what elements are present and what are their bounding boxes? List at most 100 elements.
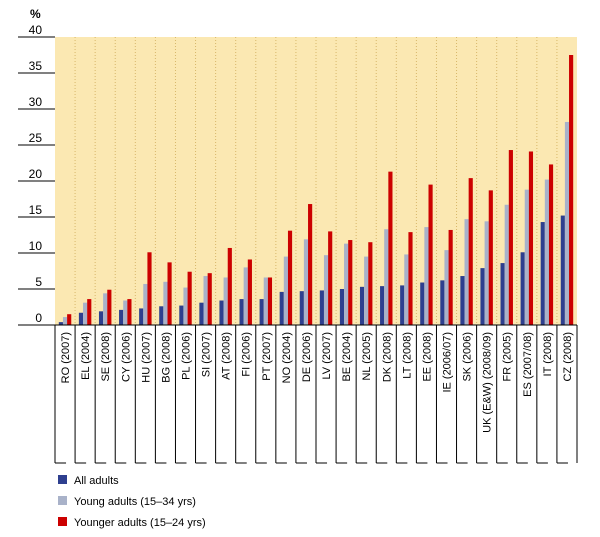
bar-younger-adults bbox=[147, 252, 152, 325]
x-category-label: UK (E&W) (2008/09) bbox=[482, 332, 494, 433]
legend-label: All adults bbox=[74, 475, 119, 487]
bar-all-adults bbox=[319, 290, 324, 325]
x-category-label: FR (2005) bbox=[502, 332, 514, 382]
y-tick-label: 30 bbox=[29, 95, 43, 109]
x-category-label: CZ (2008) bbox=[562, 332, 574, 382]
bar-all-adults bbox=[480, 268, 485, 325]
bar-young-adults bbox=[143, 283, 148, 325]
bar-younger-adults bbox=[448, 229, 453, 325]
bar-all-adults bbox=[58, 322, 63, 325]
bar-all-adults bbox=[98, 311, 104, 325]
bar-younger-adults bbox=[468, 178, 473, 325]
bar-younger-adults bbox=[167, 262, 172, 325]
bar-younger-adults bbox=[348, 240, 353, 325]
x-category-label: BG (2008) bbox=[160, 332, 172, 383]
bar-all-adults bbox=[359, 286, 365, 325]
y-tick-label: 5 bbox=[35, 275, 42, 289]
bar-young-adults bbox=[444, 250, 449, 325]
bar-young-adults bbox=[243, 267, 248, 325]
legend-swatch bbox=[58, 517, 67, 526]
x-category-label: PL (2006) bbox=[181, 332, 193, 380]
legend-label: Younger adults (15–24 yrs) bbox=[74, 517, 206, 529]
x-category-label: EE (2008) bbox=[421, 332, 433, 382]
x-category-label: SK (2006) bbox=[462, 332, 474, 382]
bar-all-adults bbox=[520, 252, 525, 325]
bar-younger-adults bbox=[548, 164, 554, 325]
bar-young-adults bbox=[564, 121, 570, 326]
bar-younger-adults bbox=[127, 299, 132, 325]
x-category-label: IE (2006/07) bbox=[442, 332, 454, 393]
bar-younger-adults bbox=[187, 271, 192, 325]
y-tick-label: 40 bbox=[29, 23, 43, 37]
legend-label: Young adults (15–34 yrs) bbox=[74, 496, 196, 508]
bar-young-adults bbox=[384, 229, 389, 325]
legend-swatch bbox=[58, 496, 67, 505]
y-tick-label: 20 bbox=[29, 167, 43, 181]
bar-younger-adults bbox=[388, 171, 393, 325]
x-axis: RO (2007) EL (2004) SE (2008) CY (2006) HU (… bbox=[54, 324, 578, 464]
x-category-label: HU (2007) bbox=[140, 332, 152, 383]
bar-young-adults bbox=[504, 204, 509, 325]
bar-young-adults bbox=[163, 281, 168, 325]
bar-all-adults bbox=[239, 299, 244, 325]
bar-all-adults bbox=[420, 282, 425, 325]
bar-young-adults bbox=[344, 243, 349, 325]
bar-young-adults bbox=[62, 317, 68, 325]
bar-all-adults bbox=[259, 299, 264, 325]
y-tick-label: 10 bbox=[29, 239, 43, 253]
bar-all-adults bbox=[400, 285, 405, 325]
bar-all-adults bbox=[179, 305, 184, 325]
y-axis-unit-label: % bbox=[30, 7, 41, 21]
x-category-label: AT (2008) bbox=[221, 332, 233, 380]
bar-younger-adults bbox=[227, 247, 232, 325]
legend-swatch bbox=[58, 475, 67, 484]
bar-all-adults bbox=[78, 312, 84, 325]
bar-younger-adults bbox=[308, 204, 313, 325]
bar-young-adults bbox=[524, 189, 529, 325]
bar-all-adults bbox=[460, 276, 465, 325]
bar-younger-adults bbox=[428, 184, 433, 325]
bar-all-adults bbox=[299, 291, 304, 325]
x-category-label: IT (2008) bbox=[542, 332, 554, 376]
bar-younger-adults bbox=[107, 289, 112, 325]
y-tick-label: 35 bbox=[29, 59, 43, 73]
x-category-label: RO (2007) bbox=[60, 332, 72, 383]
bar-all-adults bbox=[219, 300, 224, 325]
bar-younger-adults bbox=[328, 231, 333, 325]
bar-all-adults bbox=[560, 215, 565, 325]
bar-younger-adults bbox=[87, 299, 92, 325]
y-tick-label: 0 bbox=[35, 311, 42, 325]
bar-all-adults bbox=[279, 291, 284, 325]
bar-young-adults bbox=[103, 293, 108, 325]
x-category-label: NL (2005) bbox=[361, 332, 373, 381]
bar-younger-adults bbox=[368, 242, 373, 325]
x-category-label: CY (2006) bbox=[120, 332, 132, 382]
bar-younger-adults bbox=[528, 151, 534, 325]
bar-all-adults bbox=[119, 309, 124, 325]
bar-young-adults bbox=[303, 239, 309, 325]
y-tick-label: 15 bbox=[29, 203, 43, 217]
bar-younger-adults bbox=[488, 190, 493, 325]
bar-all-adults bbox=[440, 280, 445, 325]
bar-all-adults bbox=[339, 289, 345, 325]
bar-young-adults bbox=[323, 255, 329, 325]
bar-young-adults bbox=[203, 276, 208, 325]
bar-all-adults bbox=[139, 308, 144, 325]
x-category-label: LV (2007) bbox=[321, 332, 333, 380]
x-category-label: PT (2007) bbox=[261, 332, 273, 381]
x-category-label: FI (2006) bbox=[241, 332, 253, 377]
x-category-label: LT (2008) bbox=[401, 332, 413, 379]
bar-all-adults bbox=[199, 302, 204, 325]
bar-young-adults bbox=[263, 277, 268, 325]
bar-young-adults bbox=[364, 256, 369, 325]
x-category-label: ES (2007/08) bbox=[522, 332, 534, 397]
x-category-label: BE (2004) bbox=[341, 332, 353, 382]
x-category-label: NO (2004) bbox=[281, 332, 293, 383]
bar-younger-adults bbox=[247, 259, 252, 325]
x-category-label: SI (2007) bbox=[201, 332, 213, 377]
bar-young-adults bbox=[123, 300, 128, 325]
x-category-label: SE (2008) bbox=[100, 332, 112, 382]
bar-all-adults bbox=[540, 222, 545, 325]
bar-all-adults bbox=[500, 263, 505, 325]
